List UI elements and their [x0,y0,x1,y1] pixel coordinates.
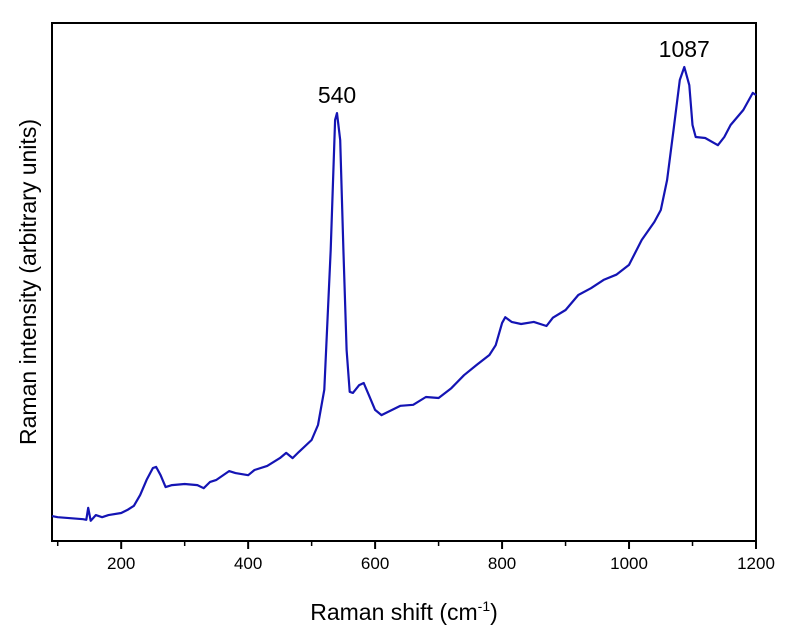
x-tick-label: 1200 [737,554,775,573]
peak-label: 1087 [659,36,710,62]
x-tick-label: 400 [234,554,262,573]
x-tick-label: 600 [361,554,389,573]
x-axis-label: Raman shift (cm-1) [310,598,498,625]
x-tick-label: 200 [107,554,135,573]
series-line [51,65,757,522]
x-axis-ticks: 200 400 600 800 1000 1200 [56,541,775,573]
y-axis-label: Raman intensity (arbitrary units) [15,119,41,445]
annotations: 540 1087 [318,36,710,108]
plot-frame [51,22,757,542]
x-tick-label: 800 [488,554,516,573]
peak-label: 540 [318,82,356,108]
x-tick-label: 1000 [610,554,648,573]
